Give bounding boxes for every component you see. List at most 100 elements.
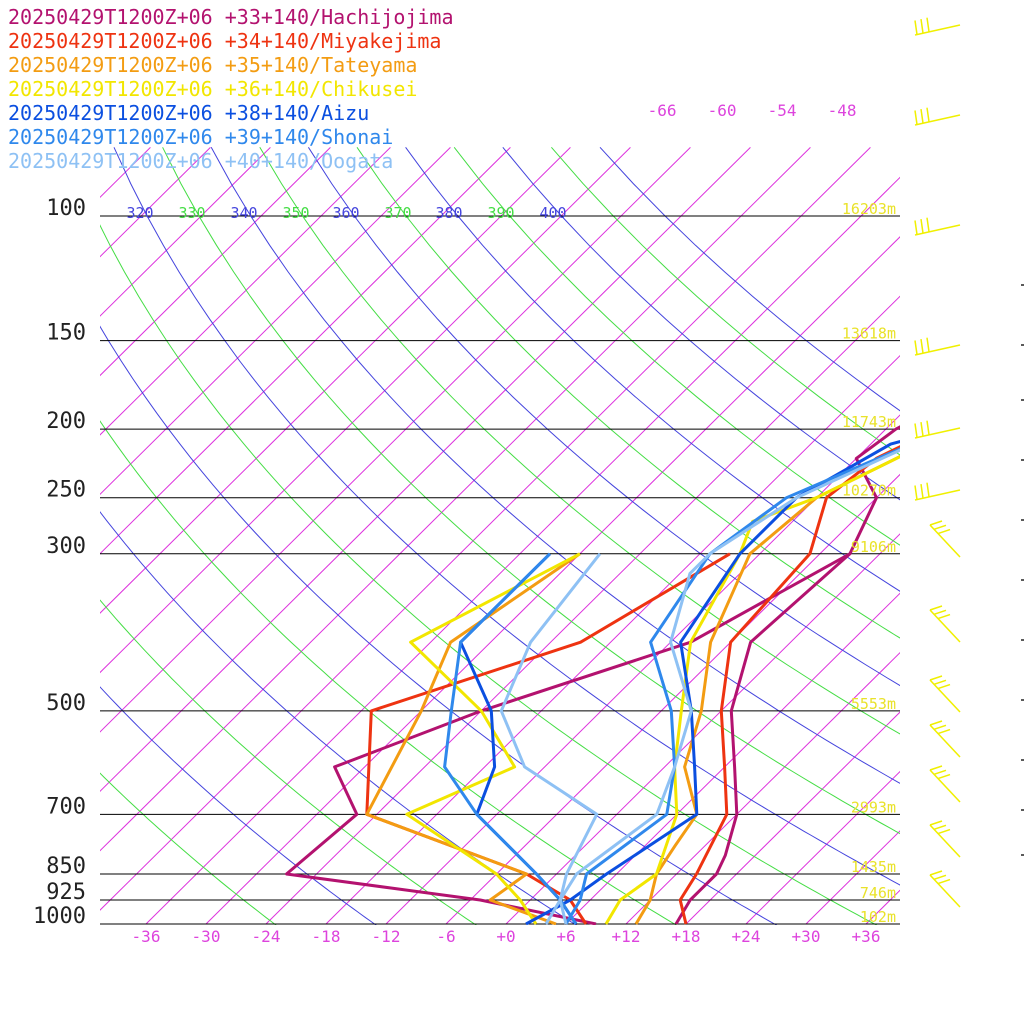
wind-barb	[929, 870, 961, 908]
isotherm-line	[745, 770, 900, 925]
height-label: 13618m	[842, 325, 896, 343]
wind-barb-flag	[926, 107, 930, 122]
wind-barb-flag	[920, 338, 924, 354]
theta-label: 380	[435, 204, 462, 222]
isotherm-line	[100, 146, 871, 911]
dry-adiabat-lines	[100, 146, 900, 925]
wind-barb-staff	[929, 824, 961, 858]
wind-barb-flag	[933, 609, 947, 616]
isotherm-line	[325, 354, 900, 925]
theta-label: 330	[178, 204, 205, 222]
theta-label: 320	[126, 204, 153, 222]
theta-label: 390	[487, 204, 514, 222]
temperature-tick-label: +36	[852, 927, 881, 946]
legend-entry: 20250429T1200Z+06 +36+140/Chikusei	[8, 77, 417, 101]
dry-adiabat-line	[259, 147, 900, 735]
wind-barb-staff	[914, 24, 961, 36]
dry-adiabat-line	[100, 772, 277, 925]
upper-isotherm-label: -66	[648, 101, 677, 120]
wind-barb-flag	[929, 765, 943, 771]
isotherm-line	[100, 146, 691, 733]
dry-adiabat-line	[405, 147, 900, 592]
isotherm-line	[265, 295, 900, 925]
wind-barb	[914, 107, 961, 126]
wind-barb-flag	[929, 520, 943, 526]
wind-barb-flag	[937, 828, 951, 835]
dry-adiabat-line	[100, 686, 377, 925]
height-label: 5553m	[851, 695, 896, 713]
wind-barb-flag	[937, 528, 951, 535]
dewpoint-line	[365, 552, 731, 925]
wind-barb-staff	[914, 344, 961, 356]
wind-barb	[929, 765, 961, 803]
isotherm-line	[685, 711, 900, 925]
dry-adiabat-line	[100, 224, 878, 925]
isotherm-line	[100, 146, 811, 852]
temperature-line	[525, 440, 900, 925]
temperature-tick-label: -6	[436, 927, 455, 946]
isotherm-line	[445, 473, 900, 925]
pressure-label: 200	[46, 409, 86, 434]
temperature-tick-label: +0	[496, 927, 515, 946]
pressure-label: 250	[46, 478, 86, 503]
wind-barb-flag	[914, 340, 918, 355]
wind-barb-staff	[929, 609, 961, 643]
dry-adiabat-line	[307, 147, 900, 687]
wind-barb-flag	[914, 423, 918, 438]
isotherm-line	[100, 146, 751, 793]
upper-isotherm-label: -60	[708, 101, 737, 120]
wind-barb-flag	[937, 878, 951, 885]
theta-label: 370	[384, 204, 411, 222]
wind-barb-flag	[929, 870, 943, 876]
sounding-profiles	[285, 425, 900, 925]
wind-barb-flag	[914, 110, 918, 125]
dry-adiabat-line	[162, 147, 900, 835]
wind-barb-staff	[914, 114, 961, 126]
wind-barb-flag	[929, 675, 943, 681]
temperature-tick-label: +12	[612, 927, 641, 946]
wind-barbs	[914, 17, 1024, 908]
temperature-tick-label: +6	[556, 927, 575, 946]
dewpoint-line	[443, 552, 578, 925]
temperature-line	[544, 448, 900, 925]
temperature-line	[604, 454, 900, 925]
legend-entry: 20250429T1200Z+06 +33+140/Hachijojima	[8, 5, 454, 29]
temperature-tick-label: -12	[372, 927, 401, 946]
wind-barb-flag	[926, 217, 930, 232]
wind-barb-flag	[937, 773, 951, 780]
wind-barb-flag	[920, 108, 924, 124]
wind-barb-flag	[920, 483, 924, 499]
isotherm-line	[565, 592, 900, 925]
isotherm-line	[100, 146, 391, 436]
wind-barb-flag	[929, 605, 943, 611]
wind-barb-flag	[937, 728, 951, 735]
dry-adiabat-line	[551, 146, 900, 456]
wind-barb-flag	[926, 337, 930, 352]
wind-barb-flag	[933, 769, 947, 776]
isotherm-line	[0, 147, 30, 924]
upper-isotherm-label: -48	[828, 101, 857, 120]
wind-barb-flag	[926, 420, 930, 435]
dry-adiabat-line	[356, 147, 900, 639]
isotherm-line	[100, 146, 631, 674]
isotherm-line	[505, 533, 900, 925]
height-label: 11743m	[842, 413, 896, 431]
dewpoint-line	[285, 552, 851, 925]
dewpoint-line	[365, 552, 581, 925]
dry-adiabat-line	[100, 511, 578, 925]
temperature-tick-label: -24	[252, 927, 281, 946]
wind-barb	[929, 820, 961, 858]
temperature-line	[678, 445, 900, 925]
wind-barb-flag	[929, 820, 943, 826]
wind-barb	[929, 520, 961, 558]
wind-barb-flag	[914, 20, 918, 35]
pressure-label: 700	[46, 794, 86, 819]
wind-barb-flag	[933, 524, 947, 531]
legend: 20250429T1200Z+06 +33+140/Hachijojima 202…	[8, 5, 454, 173]
wind-barb-flag	[937, 683, 951, 690]
pressure-label: 300	[46, 534, 86, 559]
isotherm-line	[986, 147, 1024, 924]
isotherm-line	[100, 146, 571, 614]
temperature-tick-label: -36	[132, 927, 161, 946]
wind-barb	[914, 17, 961, 36]
